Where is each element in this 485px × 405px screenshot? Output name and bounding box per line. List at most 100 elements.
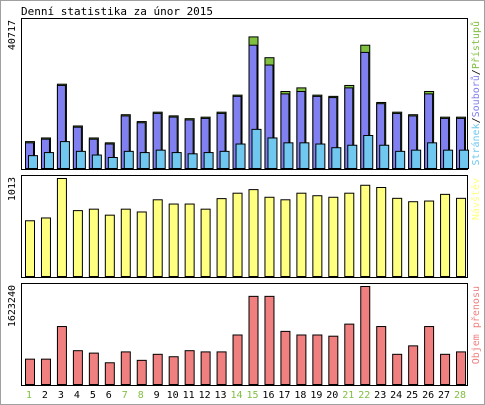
bar-pages (443, 149, 454, 169)
x-tick-label: 8 (138, 390, 144, 401)
bar-pages (43, 152, 54, 170)
bar-traffic (296, 334, 307, 386)
bar-traffic (440, 353, 451, 385)
x-tick-label: 26 (422, 390, 434, 401)
x-tick-label: 11 (183, 390, 195, 401)
bar-traffic (360, 286, 371, 385)
bar-traffic (328, 335, 339, 386)
panel-frame (21, 283, 468, 386)
bar-visits (264, 196, 275, 278)
bar-visits (312, 195, 323, 277)
bar-visits (168, 203, 179, 277)
y-axis-max-label: 1013 (7, 177, 18, 201)
bar-pages (139, 152, 150, 170)
legend-item: Souborů (470, 75, 482, 117)
legend-item: Návštěv (470, 178, 482, 220)
bar-traffic (216, 351, 227, 385)
bar-traffic (312, 334, 323, 386)
bar-pages (28, 155, 38, 170)
bar-visits (376, 186, 387, 277)
panel-frame (21, 175, 468, 278)
bar-visits (120, 208, 131, 277)
bar-traffic (40, 358, 51, 386)
bar-pages (235, 143, 246, 169)
chart-title: Denní statistika za únor 2015 (21, 5, 213, 18)
bar-visits (280, 199, 291, 277)
bar-traffic (200, 351, 211, 385)
bar-pages (91, 154, 102, 169)
x-tick-label: 24 (390, 390, 402, 401)
bar-visits (200, 208, 211, 277)
bar-traffic (344, 323, 355, 386)
bar-traffic (88, 352, 99, 385)
x-tick-label: 21 (342, 390, 354, 401)
legend-item: Stránek (470, 123, 482, 165)
bar-traffic (152, 353, 163, 385)
bar-pages (59, 141, 70, 170)
legend-separator: / (471, 117, 482, 123)
bar-visits (88, 208, 99, 277)
bar-pages (107, 156, 118, 170)
legend-separator: / (471, 69, 482, 75)
bar-traffic (232, 334, 243, 386)
bar-pages (315, 143, 326, 169)
bar-traffic (456, 351, 467, 385)
bar-pages (395, 150, 406, 170)
legend-item: Přístupů (470, 21, 482, 69)
bar-visits (25, 220, 35, 278)
bar-pages (203, 152, 214, 170)
x-tick-label: 3 (58, 390, 64, 401)
panel-3: 1623240 Objem přenosu (7, 283, 482, 386)
bar-traffic (25, 358, 35, 386)
bar-pages (427, 142, 438, 170)
x-tick-label: 28 (454, 390, 466, 401)
x-tick-label: 14 (230, 390, 242, 401)
bar-visits (56, 178, 67, 277)
bar-traffic (280, 330, 291, 385)
x-tick-label: 25 (406, 390, 418, 401)
bar-visits (424, 200, 435, 277)
bar-visits (72, 210, 83, 277)
x-tick-label: 12 (199, 390, 211, 401)
bar-visits (216, 198, 227, 277)
x-tick-label: 20 (326, 390, 338, 401)
bar-visits (456, 197, 467, 277)
bar-pages (155, 149, 166, 169)
x-tick-label: 16 (262, 390, 274, 401)
bar-traffic (424, 326, 435, 385)
x-tick-label: 13 (215, 390, 227, 401)
bar-pages (267, 137, 278, 170)
x-tick-label: 9 (154, 390, 160, 401)
x-tick-label: 7 (122, 390, 128, 401)
bar-pages (283, 142, 294, 170)
bar-pages (347, 144, 358, 169)
bar-visits (360, 184, 371, 277)
panel-2: 1013 Návštěv (7, 175, 482, 278)
x-tick-label: 5 (90, 390, 96, 401)
bar-visits (152, 199, 163, 277)
bar-visits (392, 197, 403, 277)
bar-visits (440, 193, 451, 277)
x-tick-label: 4 (74, 390, 80, 401)
x-tick-label: 27 (438, 390, 450, 401)
bar-visits (104, 214, 115, 277)
bar-visits (232, 192, 243, 277)
bar-pages (379, 144, 390, 169)
bar-visits (40, 217, 51, 277)
bar-pages (299, 142, 310, 170)
legend-item: Objem přenosu (470, 286, 482, 364)
bar-traffic (120, 351, 131, 385)
bar-traffic (408, 345, 419, 386)
bar-visits (296, 192, 307, 277)
bar-traffic (56, 326, 67, 385)
x-tick-label: 23 (374, 390, 386, 401)
x-tick-label: 10 (167, 390, 179, 401)
bar-visits (344, 192, 355, 277)
x-tick-label: 22 (358, 390, 370, 401)
x-tick-label: 1 (26, 390, 32, 401)
bar-pages (411, 149, 422, 169)
panel-frame (21, 18, 468, 170)
y-axis-max-label: 40717 (7, 20, 18, 50)
